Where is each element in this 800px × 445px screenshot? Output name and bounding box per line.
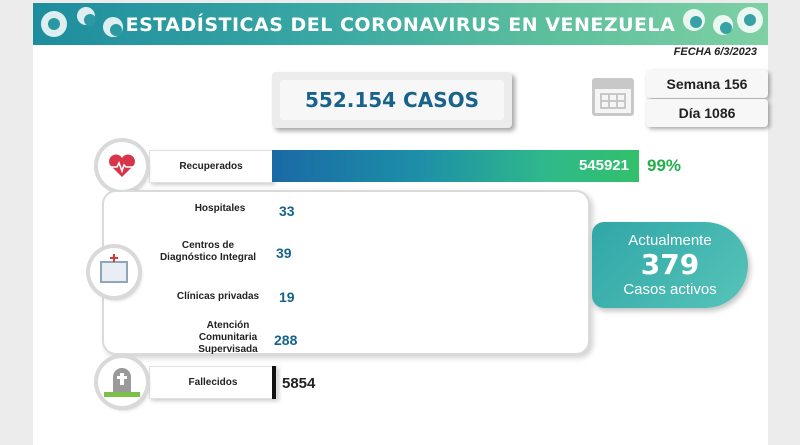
- community-care-label: Atención Comunitaria Supervisada: [198, 320, 258, 355]
- total-cases-value: 552.154 CASOS: [280, 80, 504, 120]
- virus-icon: [737, 7, 763, 33]
- hospitals-value: 33: [279, 203, 295, 219]
- virus-icon: [103, 17, 123, 37]
- recovered-value: 545921: [578, 157, 629, 174]
- virus-icon: [41, 11, 67, 37]
- active-cases-value: 379: [640, 248, 700, 281]
- recovered-label: Recuperados: [179, 161, 243, 172]
- virus-icon: [77, 7, 96, 26]
- total-cases-box: 552.154 CASOS: [272, 72, 512, 128]
- date-label: FECHA 6/3/2023: [673, 46, 757, 58]
- active-cases-caption: Actualmente: [628, 232, 712, 249]
- recovered-label-box: Recuperados: [149, 150, 273, 183]
- hospital-icon: [100, 261, 128, 283]
- page-title: ESTADÍSTICAS DEL CORONAVIRUS EN VENEZUEL…: [125, 14, 676, 36]
- virus-icon: [713, 15, 733, 35]
- private-clinics-value: 19: [279, 289, 295, 305]
- hospitals-label: Hospitales: [194, 203, 246, 214]
- recovered-bar: 545921: [272, 150, 639, 182]
- deaths-bar: [272, 366, 276, 399]
- tomb-circle: [98, 358, 146, 406]
- private-clinics-label: Clínicas privadas: [176, 291, 260, 302]
- cdi-value: 39: [276, 245, 292, 261]
- header-banner: ESTADÍSTICAS DEL CORONAVIRUS EN VENEZUEL…: [33, 3, 768, 45]
- deaths-label: Fallecidos: [188, 377, 238, 388]
- active-cases-badge: Actualmente 379 Casos activos: [592, 222, 748, 308]
- hospital-circle: [90, 248, 138, 296]
- community-care-value: 288: [274, 332, 298, 348]
- calendar-icon: [592, 78, 634, 116]
- week-badge: Semana 156: [646, 70, 768, 98]
- heart-circle: [98, 142, 146, 190]
- active-cases-label: Casos activos: [623, 281, 717, 298]
- heart-icon: [109, 154, 135, 177]
- deaths-label-box: Fallecidos: [149, 366, 277, 399]
- health-centers-panel: [102, 190, 590, 355]
- virus-icon: [683, 9, 705, 31]
- cdi-label: Centros de Diagnóstico Integral: [159, 240, 257, 263]
- deaths-value: 5854: [282, 375, 316, 392]
- recovered-percent: 99%: [647, 156, 682, 175]
- day-badge: Día 1086: [646, 99, 768, 127]
